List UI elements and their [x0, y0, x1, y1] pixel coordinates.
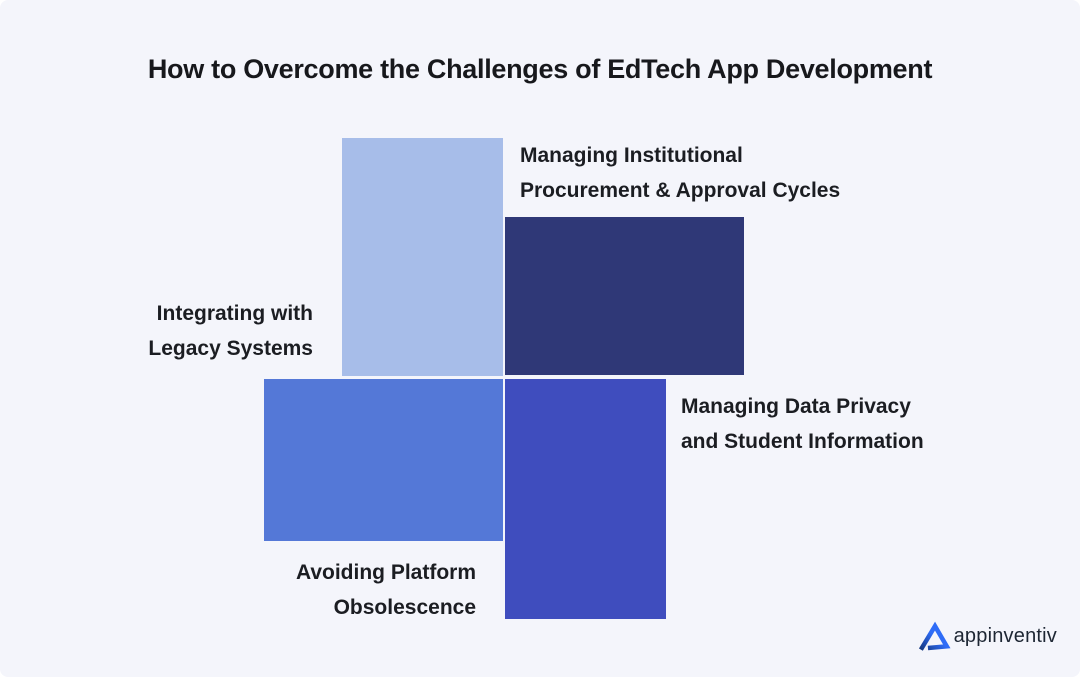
label-line: Procurement & Approval Cycles [520, 179, 841, 202]
label-legacy-systems: Integrating with Legacy Systems [148, 296, 313, 366]
label-line: Managing Data Privacy [681, 395, 911, 418]
label-data-privacy: Managing Data Privacy and Student Inform… [681, 389, 924, 459]
brand-name: appinventiv [953, 624, 1057, 647]
block-bottom [505, 379, 666, 619]
label-line: Obsolescence [333, 596, 476, 619]
appinventiv-a-icon [918, 619, 951, 653]
label-line: Avoiding Platform [295, 561, 476, 584]
label-line: Integrating with [156, 302, 313, 325]
label-platform-obsolescence: Avoiding Platform Obsolescence [296, 555, 476, 625]
brand-logo: appinventiv [918, 619, 1057, 653]
block-top [342, 138, 503, 376]
page-title: How to Overcome the Challenges of EdTech… [147, 54, 933, 84]
label-line: Legacy Systems [148, 337, 313, 360]
label-procurement: Managing Institutional Procurement & App… [520, 138, 840, 208]
label-line: Managing Institutional [520, 144, 743, 167]
block-left [264, 379, 503, 541]
label-line: and Student Information [681, 430, 924, 453]
block-right [505, 217, 744, 375]
